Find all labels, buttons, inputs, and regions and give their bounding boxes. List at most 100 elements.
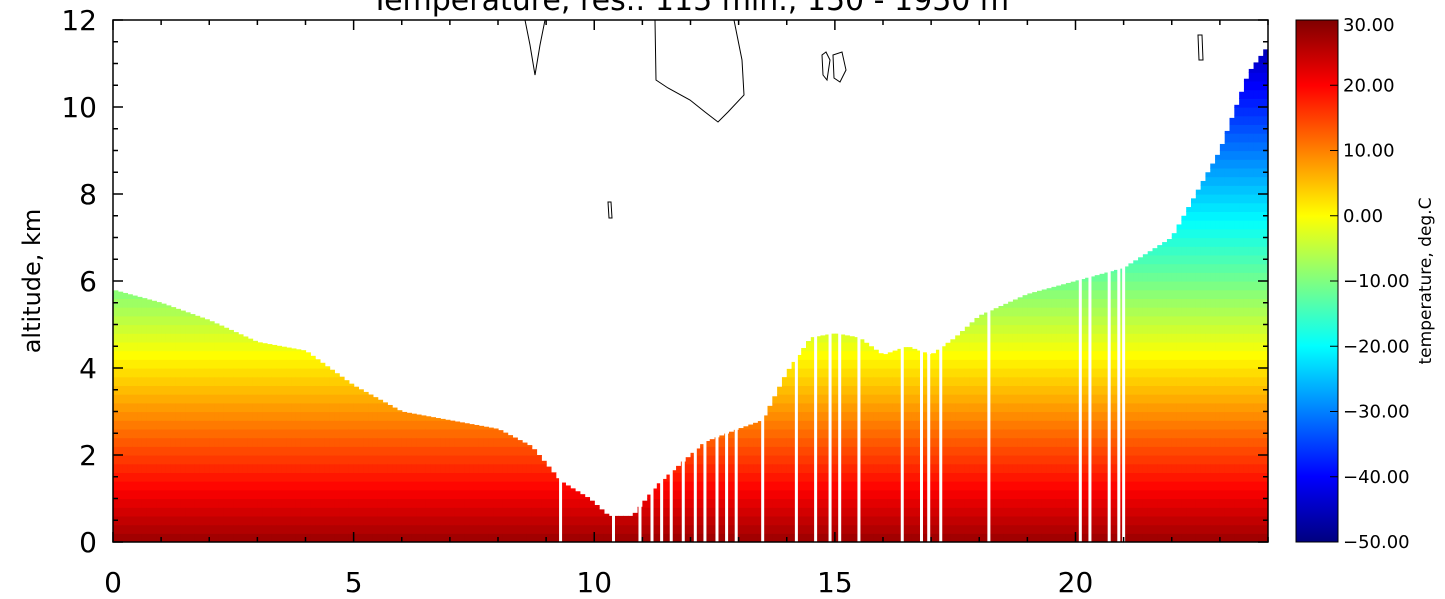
data-column-27 (242, 336, 249, 542)
data-gap-5 (669, 463, 673, 542)
data-column-88 (536, 455, 542, 542)
data-column-18 (199, 317, 206, 542)
data-column-68 (440, 418, 446, 542)
data-column-6 (141, 298, 148, 542)
data-column-142 (796, 354, 802, 542)
data-column-187 (1012, 299, 1019, 542)
chart-title: Temperature, res.: 115 min., 150 - 1950 … (370, 0, 1009, 18)
data-column-163 (897, 348, 903, 542)
data-column-59 (396, 410, 403, 542)
data-column-50 (353, 386, 360, 542)
data-column-32 (267, 344, 273, 542)
data-column-152 (844, 335, 850, 542)
data-column-211 (1128, 263, 1134, 542)
data-column-9 (156, 302, 162, 542)
contour-line-3 (832, 51, 847, 83)
data-gap-10 (725, 424, 729, 542)
data-column-178 (969, 322, 976, 542)
data-column-3 (127, 294, 133, 542)
data-column-201 (1080, 279, 1086, 542)
data-column-63 (416, 414, 422, 542)
data-column-79 (493, 428, 499, 542)
data-column-141 (791, 361, 797, 542)
data-column-60 (401, 411, 408, 542)
data-column-215 (1147, 251, 1154, 542)
data-column-33 (271, 344, 278, 542)
y-tick-label-0: 0 (79, 526, 97, 559)
data-column-46 (334, 373, 340, 542)
data-gap-12 (761, 411, 765, 542)
data-column-209 (1118, 268, 1125, 542)
y-tick-label-12: 12 (61, 4, 97, 37)
data-column-154 (854, 337, 860, 542)
data-column-52 (363, 391, 369, 542)
data-column-44 (324, 366, 331, 542)
data-column-94 (565, 485, 571, 542)
contour-line-5 (607, 201, 613, 219)
data-column-198 (1065, 282, 1072, 542)
data-column-231 (1224, 130, 1231, 542)
data-gap-1 (612, 507, 615, 542)
data-column-202 (1085, 277, 1091, 542)
data-column-42 (315, 359, 321, 542)
data-column-130 (738, 428, 745, 542)
data-column-20 (209, 321, 215, 542)
data-column-148 (825, 334, 831, 542)
data-column-199 (1070, 281, 1077, 542)
data-gap-9 (715, 428, 719, 542)
data-column-120 (690, 452, 696, 542)
colorbar-ticks: 30.00 20.00 10.00 0.00 −10.00 −20.00 −30.00 −40… (1330, 15, 1410, 553)
data-column-19 (204, 319, 210, 542)
data-column-116 (671, 470, 677, 542)
data-column-91 (550, 472, 557, 542)
y-tick-label-10: 10 (61, 91, 97, 124)
data-column-99 (589, 500, 595, 542)
data-column-136 (767, 405, 773, 542)
data-column-193 (1041, 289, 1048, 542)
data-column-190 (1027, 293, 1033, 542)
data-column-237 (1253, 62, 1259, 542)
data-column-117 (676, 465, 682, 542)
data-column-74 (469, 424, 475, 542)
data-column-134 (757, 421, 764, 542)
data-column-8 (151, 300, 157, 542)
colorbar-tick-label-3: 0.00 (1343, 206, 1383, 227)
data-column-177 (964, 326, 971, 542)
data-column-97 (579, 494, 586, 542)
data-column-210 (1123, 266, 1130, 542)
contour-line-4 (1197, 34, 1204, 61)
data-column-72 (459, 422, 465, 542)
data-column-226 (1200, 180, 1207, 542)
data-column-194 (1046, 288, 1053, 542)
data-gap-0 (559, 472, 563, 542)
data-column-229 (1215, 154, 1221, 542)
data-column-173 (945, 342, 951, 542)
data-column-11 (165, 305, 172, 542)
data-column-40 (305, 352, 311, 542)
data-column-205 (1099, 273, 1105, 542)
data-gap-7 (693, 441, 697, 542)
data-column-7 (146, 299, 153, 542)
data-column-162 (892, 350, 899, 542)
data-column-67 (435, 418, 441, 542)
colorbar-label: temperature, deg.C (1416, 198, 1436, 365)
plot-area (113, 20, 1268, 542)
x-tick-label-5: 5 (345, 566, 363, 599)
data-column-165 (907, 347, 913, 542)
data-column-55 (377, 399, 384, 542)
data-column-195 (1051, 286, 1057, 542)
data-column-206 (1104, 272, 1110, 542)
y-tick-label-8: 8 (79, 178, 97, 211)
data-gap-20 (927, 345, 931, 542)
data-column-164 (902, 347, 908, 542)
data-column-113 (656, 483, 663, 542)
colorbar-tick-label-7: −40.00 (1343, 467, 1410, 488)
data-column-103 (608, 515, 615, 542)
data-column-135 (762, 415, 769, 542)
data-column-13 (175, 308, 181, 542)
data-column-121 (695, 448, 701, 542)
data-column-150 (834, 333, 841, 542)
data-column-47 (339, 376, 345, 542)
data-column-213 (1138, 257, 1144, 542)
data-column-34 (276, 345, 283, 542)
